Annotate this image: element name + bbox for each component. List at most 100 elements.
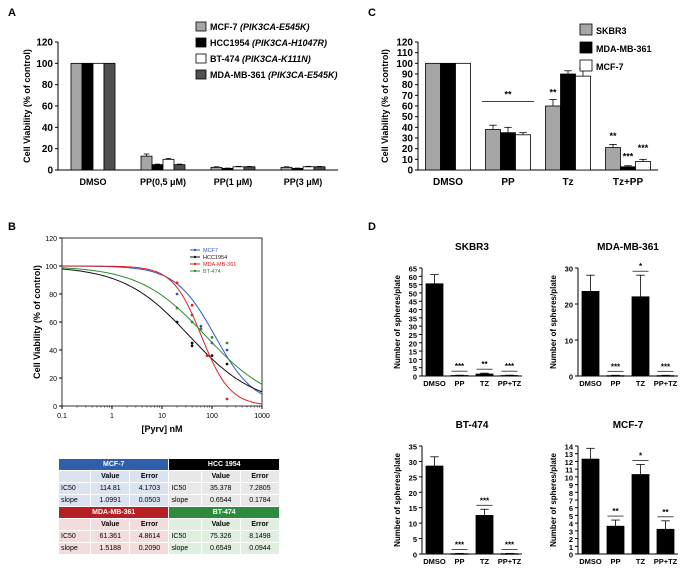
legend-entry: BT-474 (PIK3CA-K111N) xyxy=(210,54,311,64)
y-tick-label: 5 xyxy=(413,535,417,544)
y-tick-label: 14 xyxy=(565,443,574,452)
ic50-cell: 0.6544 xyxy=(200,494,241,507)
ic50-col-value: Value xyxy=(200,518,241,531)
significance-mark: *** xyxy=(505,362,515,371)
y-tick-label: 50 xyxy=(409,289,417,298)
ic50-cell: 0.1784 xyxy=(239,494,281,507)
x-tick-label: DMSO xyxy=(579,557,602,566)
y-tick-label: 55 xyxy=(409,281,417,290)
y-tick-label: 80 xyxy=(42,80,54,91)
y-tick-label: 110 xyxy=(397,48,414,59)
y-tick-label: 10 xyxy=(402,155,414,166)
y-tick-label: 100 xyxy=(36,59,53,70)
y-tick-label: 30 xyxy=(565,265,573,274)
bar xyxy=(515,134,531,171)
bar xyxy=(140,155,153,171)
y-tick-label: 120 xyxy=(396,38,413,49)
y-axis-label: Number of spheres/plate xyxy=(393,453,402,547)
x-tick-label: PP+TZ xyxy=(498,379,522,388)
y-tick-label: 20 xyxy=(402,144,414,155)
y-tick-label: 40 xyxy=(402,123,414,134)
x-tick-label: PP xyxy=(501,177,515,188)
data-point xyxy=(199,327,203,331)
legend-entry: MDA-MB-361 xyxy=(203,262,236,268)
significance-mark: ** xyxy=(481,360,488,369)
x-tick-label: PP(3 μM) xyxy=(284,177,323,187)
legend-genotype: (PIK3CA-E545K) xyxy=(240,22,310,32)
x-tick-label: PP(0,5 μM) xyxy=(140,177,186,187)
legend-entry: SKBR3 xyxy=(596,26,627,36)
bar xyxy=(581,290,600,377)
y-tick-label: 10 xyxy=(565,473,573,482)
legend-genotype: (PIK3CA-E545K) xyxy=(268,70,338,80)
y-tick-label: 0 xyxy=(569,373,573,382)
y-tick-label: 100 xyxy=(45,264,57,271)
y-tick-label: 35 xyxy=(409,443,417,452)
x-tick-label: 1 xyxy=(110,413,114,420)
bar xyxy=(606,525,625,555)
bar xyxy=(232,166,245,171)
legend-marker xyxy=(193,269,197,273)
legend-entry: MCF7 xyxy=(203,248,218,254)
y-tick-label: 0 xyxy=(47,166,53,177)
bar xyxy=(450,375,469,377)
x-tick-label: 10 xyxy=(158,413,166,420)
legend-entry: MDA-MB-361 (PIK3CA-E545K) xyxy=(210,70,338,80)
data-point xyxy=(225,362,229,366)
y-tick-label: 20 xyxy=(49,376,57,383)
ic50-cell: 4.1703 xyxy=(129,482,170,495)
y-tick-label: 10 xyxy=(565,337,573,346)
y-tick-label: 10 xyxy=(409,356,417,365)
fit-curve xyxy=(62,265,263,405)
bar xyxy=(425,283,444,377)
significance-mark: *** xyxy=(638,143,649,153)
bar xyxy=(440,62,456,171)
ic50-corner xyxy=(57,518,92,531)
bar xyxy=(620,166,636,171)
y-tick-label: 20 xyxy=(565,301,573,310)
y-tick-label: 30 xyxy=(402,134,414,145)
bar xyxy=(545,105,561,171)
significance-mark: *** xyxy=(455,540,465,549)
bar xyxy=(151,164,164,171)
legend-swatch xyxy=(579,41,593,54)
significance-mark: *** xyxy=(505,540,515,549)
data-point xyxy=(210,336,214,339)
y-axis-label: Number of spheres/plate xyxy=(393,275,402,369)
y-axis-label: Number of spheres/plate xyxy=(549,275,558,369)
legend-swatch xyxy=(195,37,207,48)
significance-mark: *** xyxy=(661,362,671,371)
ic50-header-hcc1954: HCC 1954 xyxy=(168,458,280,471)
significance-mark: *** xyxy=(455,362,465,371)
y-tick-label: 9 xyxy=(569,481,573,490)
data-point xyxy=(175,306,179,310)
ic50-corner xyxy=(168,470,202,483)
significance-mark: *** xyxy=(611,362,621,371)
ic50-header-mcf7: MCF-7 xyxy=(57,458,170,471)
y-tick-label: 60 xyxy=(402,102,414,113)
y-tick-label: 4 xyxy=(569,520,574,529)
significance-mark: ** xyxy=(609,131,617,141)
y-tick-label: 11 xyxy=(565,466,573,475)
panel-label: C xyxy=(368,7,376,19)
ic50-row-label: slope xyxy=(57,542,92,555)
legend-entry: MDA-MB-361 xyxy=(596,44,652,54)
ic50-cell: 114.81 xyxy=(90,482,131,495)
y-tick-label: 20 xyxy=(409,489,417,498)
significance-mark: * xyxy=(639,452,643,461)
fit-curve xyxy=(61,267,263,385)
bar xyxy=(221,167,234,171)
y-tick-label: 80 xyxy=(49,292,57,299)
significance-mark: ** xyxy=(662,508,669,517)
y-tick-label: 15 xyxy=(409,348,417,357)
y-tick-label: 15 xyxy=(409,504,417,513)
data-point xyxy=(190,320,194,324)
ic50-col-value: Value xyxy=(200,470,241,483)
ic50-cell: 75.326 xyxy=(200,530,241,543)
x-tick-label: PP xyxy=(454,557,464,566)
legend-entry: MCF-7 (PIK3CA-E545K) xyxy=(210,22,310,32)
x-tick-label: 100 xyxy=(206,413,218,420)
bar xyxy=(631,474,650,555)
ic50-corner xyxy=(57,470,92,483)
x-tick-label: Tz+PP xyxy=(613,177,644,188)
